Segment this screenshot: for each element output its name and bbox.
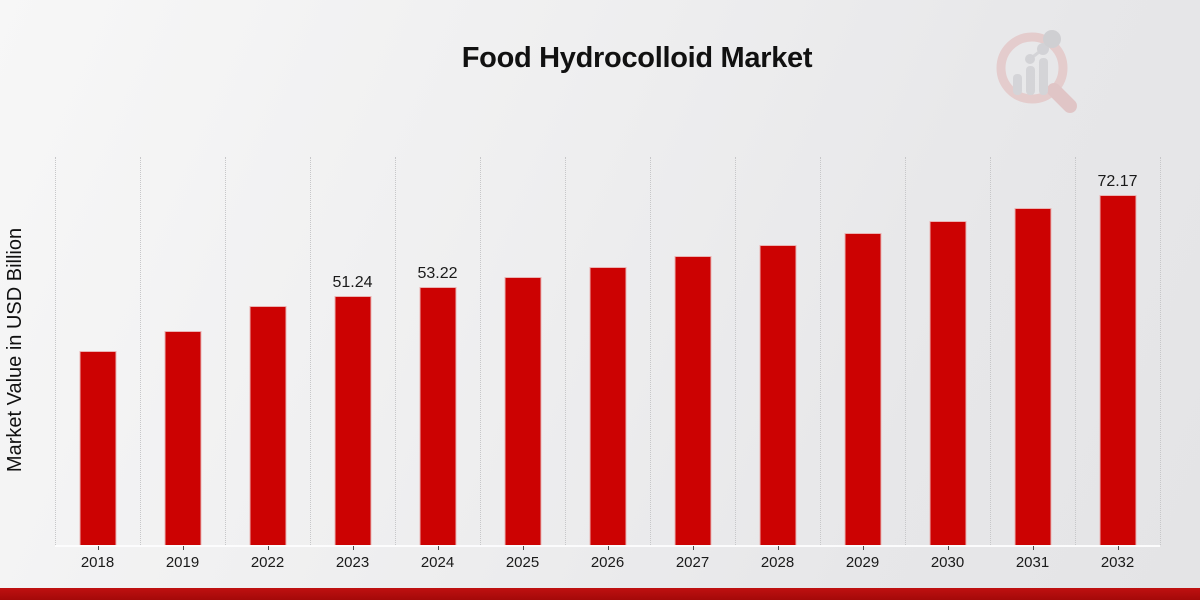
gridline [55, 157, 56, 545]
x-axis-tick [607, 546, 609, 550]
x-tick-label-2018: 2018 [80, 554, 115, 571]
bar-slot-2030: 2030 [905, 157, 990, 571]
bar-slot-2032: 72.17 2032 [1075, 157, 1160, 571]
bar-2031 [1014, 208, 1051, 545]
x-axis-tick [777, 546, 779, 550]
x-axis-tick [692, 546, 694, 550]
plot-area: 2018 2019 2022 51.24 2023 53.22 2024 2025 2026 20… [55, 157, 1161, 571]
x-axis-tick [947, 546, 949, 550]
x-tick-label-2029: 2029 [845, 554, 880, 571]
gridline [1160, 157, 1161, 545]
bar-slot-2024: 53.22 2024 [395, 157, 480, 571]
bar-value-label-2024: 53.22 [417, 265, 458, 282]
gridline [395, 157, 396, 545]
bar-2029 [844, 233, 881, 545]
gridline [990, 157, 991, 545]
bar-2026 [589, 267, 626, 545]
gridline [650, 157, 651, 545]
x-tick-label-2032: 2032 [1100, 554, 1135, 571]
gridline [905, 157, 906, 545]
gridline [310, 157, 311, 545]
bar-2028 [759, 245, 796, 545]
x-axis-tick [352, 546, 354, 550]
x-tick-label-2025: 2025 [505, 554, 540, 571]
bar-2019 [164, 331, 201, 545]
bar-value-label-2032: 72.17 [1097, 173, 1138, 190]
gridline [565, 157, 566, 545]
x-axis-tick [1032, 546, 1034, 550]
bar-slot-2027: 2027 [650, 157, 735, 571]
x-axis-tick [267, 546, 269, 550]
bar-slot-2023: 51.24 2023 [310, 157, 395, 571]
bar-2018 [79, 351, 116, 545]
bar-slot-2022: 2022 [225, 157, 310, 571]
x-axis-tick [1117, 546, 1119, 550]
x-tick-label-2026: 2026 [590, 554, 625, 571]
bar-slot-2031: 2031 [990, 157, 1075, 571]
bar-2022 [249, 306, 286, 545]
gridline [140, 157, 141, 545]
x-tick-label-2027: 2027 [675, 554, 710, 571]
y-axis-label: Market Value in USD Billion [4, 227, 26, 473]
bar-slot-2026: 2026 [565, 157, 650, 571]
bar-slot-2028: 2028 [735, 157, 820, 571]
x-tick-label-2019: 2019 [165, 554, 200, 571]
x-tick-label-2023: 2023 [335, 554, 370, 571]
x-tick-label-2028: 2028 [760, 554, 795, 571]
bar-2024 [419, 287, 456, 545]
x-axis-tick [182, 546, 184, 550]
x-axis-tick [862, 546, 864, 550]
bar-2032 [1099, 195, 1136, 545]
footer-accent-bar [0, 588, 1200, 600]
mrfr-magnifier-chart-logo-icon [996, 30, 1077, 113]
gridline [1075, 157, 1076, 545]
gridline [820, 157, 821, 545]
bar-value-label-2023: 51.24 [332, 274, 373, 291]
chart-title: Food Hydrocolloid Market [461, 42, 813, 74]
x-axis-tick [437, 546, 439, 550]
x-tick-label-2024: 2024 [420, 554, 455, 571]
bar-slot-2018: 2018 [55, 157, 140, 571]
bar-slot-2025: 2025 [480, 157, 565, 571]
gridline [225, 157, 226, 545]
x-tick-label-2022: 2022 [250, 554, 285, 571]
gridline [735, 157, 736, 545]
x-axis-tick [97, 546, 99, 550]
bar-slot-2019: 2019 [140, 157, 225, 571]
bar-2023 [334, 296, 371, 545]
x-tick-label-2030: 2030 [930, 554, 965, 571]
gridline [480, 157, 481, 545]
x-axis-tick [522, 546, 524, 550]
bar-2027 [674, 256, 711, 545]
bar-2025 [504, 277, 541, 545]
x-tick-label-2031: 2031 [1015, 554, 1050, 571]
bar-2030 [929, 221, 966, 545]
bar-slot-2029: 2029 [820, 157, 905, 571]
